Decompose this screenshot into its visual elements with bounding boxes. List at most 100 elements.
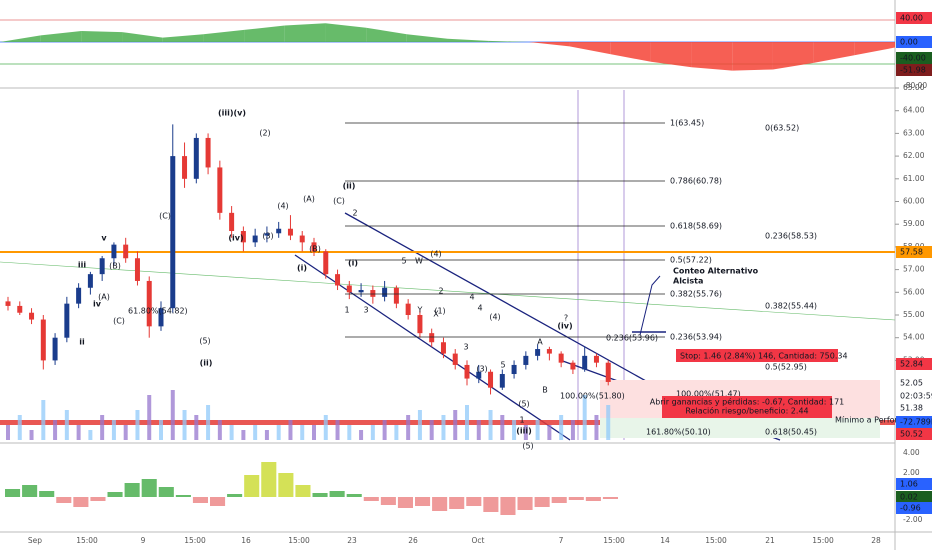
fib-label: 0.786(60.78): [670, 177, 722, 186]
time-axis-label: 15:00: [705, 536, 727, 545]
volume-bar: [170, 390, 175, 440]
candle-body: [193, 137, 199, 179]
candle-body: [146, 280, 152, 327]
wave-label: 2: [438, 287, 443, 296]
alt-count: Alcista: [673, 277, 703, 286]
wave-label: (2): [259, 129, 270, 138]
osc-area: [244, 25, 285, 42]
candle-body: [29, 312, 35, 320]
price-tag: [896, 377, 932, 389]
macd-bar: [192, 497, 208, 503]
fib-label: 0.236(58.53): [765, 232, 817, 241]
time-axis-label: 26: [408, 536, 418, 545]
osc-tag: [896, 36, 932, 48]
price-axis-label: 64.00: [903, 106, 925, 115]
price-tag: [896, 402, 932, 414]
volume-bar: [394, 425, 399, 440]
osc-area: [528, 42, 570, 47]
macd-bar: [124, 483, 140, 497]
candle-body: [488, 371, 494, 388]
osc-axis-label: -80.00: [903, 81, 927, 90]
time-axis-label: 15:00: [812, 536, 834, 545]
wave-label: (iv): [228, 234, 243, 243]
candle-body: [370, 290, 376, 297]
fib-label: 100.00%(51.80): [560, 392, 625, 401]
macd-bar: [227, 494, 243, 497]
candle-body: [393, 287, 399, 304]
candle-body: [64, 303, 70, 338]
fib-label: 0.236(53.96): [606, 334, 658, 343]
osc-area: [122, 32, 163, 42]
candle-body: [523, 355, 529, 365]
candle-body: [182, 156, 188, 179]
osc-area: [366, 27, 407, 42]
volume-bar: [323, 415, 328, 440]
stop-box: [676, 349, 838, 362]
candle-body: [76, 287, 82, 304]
wave-label: A: [537, 338, 543, 347]
volume-bar: [606, 405, 611, 440]
candle-body: [123, 244, 129, 259]
wave-label: iv: [93, 300, 102, 309]
volume-bar: [429, 420, 434, 440]
price-tag-label: -72.789K: [900, 418, 932, 427]
wave-label: (ii): [343, 182, 356, 191]
volume-bar: [288, 420, 293, 440]
volume-bar: [111, 420, 116, 440]
time-axis-label: 14: [660, 536, 670, 545]
wave-label: (iii)(v): [218, 109, 246, 118]
candle-body: [570, 362, 576, 370]
osc-tag-label: 0.00: [900, 38, 918, 47]
candle-body: [240, 231, 246, 243]
wave-label: B: [542, 386, 548, 395]
volume-bar: [253, 425, 258, 440]
price-axis-label: 62.00: [903, 151, 925, 160]
time-axis-label: 9: [141, 536, 146, 545]
candle-body: [511, 364, 517, 375]
volume-bar: [312, 425, 316, 440]
price-axis-label: 56.00: [903, 287, 925, 296]
candle-body: [111, 244, 117, 259]
macd-bar: [602, 497, 618, 499]
osc-area: [447, 38, 489, 42]
wave-label: (B): [309, 245, 321, 254]
candle-body: [158, 308, 164, 327]
wave-label: ii: [79, 338, 85, 347]
volume-bar: [359, 430, 364, 440]
volume-bar: [17, 415, 22, 440]
time-axis-label: 28: [871, 536, 881, 545]
fib-label: 1(63.45): [670, 119, 704, 128]
volume-bar: [582, 395, 587, 440]
time-axis-label: Sep: [28, 536, 42, 545]
fib-label: 0.618(58.69): [670, 222, 722, 231]
volume-bar: [512, 420, 517, 440]
reward-zone: [600, 418, 880, 438]
candle-body: [558, 353, 564, 363]
wave-label: (3): [262, 232, 273, 241]
time-axis-label: 23: [347, 536, 357, 545]
osc-tag-label: 40.00: [900, 14, 923, 23]
candle-body: [476, 371, 482, 379]
candle-body: [287, 228, 293, 236]
osc-area: [650, 42, 692, 68]
fib-label: 0.382(55.76): [670, 290, 722, 299]
price-tag: [896, 246, 932, 258]
volume-bar: [347, 425, 352, 440]
candle-body: [264, 233, 270, 236]
macd-bar: [175, 495, 191, 497]
candle-body: [605, 362, 611, 382]
candle-body: [452, 353, 458, 365]
volume-bar: [123, 425, 128, 440]
pl-box: [662, 396, 832, 418]
osc-tag: [896, 12, 932, 24]
osc-tag-label: -40.00: [900, 54, 926, 63]
fib-label: 61.80%(54.82): [128, 307, 188, 316]
wave-label: ?: [564, 314, 568, 323]
volume-bar: [100, 415, 105, 440]
volume-bar: [370, 425, 375, 440]
osc-area: [813, 42, 855, 63]
wave-label: (C): [159, 212, 171, 221]
candle-body: [382, 287, 388, 297]
